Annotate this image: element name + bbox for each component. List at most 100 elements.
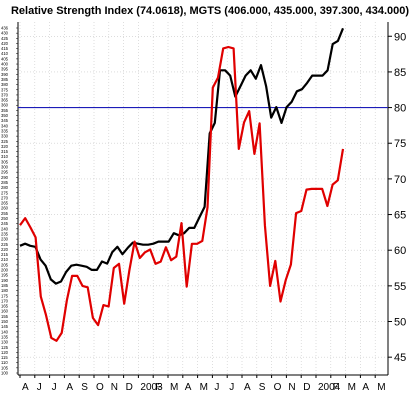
price-tick-label: 230 (1, 237, 9, 242)
x-tick-label: A (362, 382, 369, 393)
price-tick-label: 220 (1, 247, 9, 252)
x-tick-label: 2003 (140, 382, 163, 393)
price-tick-label: 245 (1, 221, 9, 226)
price-tick-label: 285 (1, 180, 9, 185)
x-tick-label: F (333, 382, 339, 393)
price-tick-label: 310 (1, 154, 9, 159)
price-tick-label: 385 (1, 77, 9, 82)
price-tick-label: 210 (1, 257, 9, 262)
price-tick-label: 100 (1, 371, 9, 376)
price-tick-label: 265 (1, 201, 9, 206)
x-tick-label: A (66, 382, 73, 393)
price-tick-label: 290 (1, 175, 9, 180)
price-tick-label: 315 (1, 149, 9, 154)
price-tick-label: 380 (1, 82, 9, 87)
rsi-tick-label: 60 (394, 245, 406, 257)
price-tick-label: 325 (1, 139, 9, 144)
rsi-series-line (19, 45, 345, 342)
x-tick-label: A (22, 382, 29, 393)
price-tick-label: 355 (1, 108, 9, 113)
x-tick-label: O (96, 382, 104, 393)
x-tick-label: S (259, 382, 266, 393)
price-tick-label: 185 (1, 283, 9, 288)
x-tick-label: D (303, 382, 310, 393)
price-tick-label: 410 (1, 51, 9, 56)
price-tick-label: 180 (1, 288, 9, 293)
price-tick-label: 140 (1, 329, 9, 334)
rsi-tick-label: 65 (394, 210, 406, 222)
price-tick-label: 330 (1, 134, 9, 139)
x-tick-label: A (244, 382, 251, 393)
price-tick-label: 105 (1, 365, 9, 370)
price-tick-label: 345 (1, 118, 9, 123)
price-tick-label: 125 (1, 345, 9, 350)
rsi-tick-label: 90 (394, 31, 406, 43)
price-tick-label: 365 (1, 98, 9, 103)
price-tick-label: 120 (1, 350, 9, 355)
price-tick-label: 225 (1, 242, 9, 247)
x-tick-label: M (377, 382, 385, 393)
price-tick-label: 195 (1, 273, 9, 278)
price-tick-label: 390 (1, 72, 9, 77)
price-tick-label: 145 (1, 324, 9, 329)
price-tick-label: 130 (1, 340, 9, 345)
price-tick-label: 275 (1, 190, 9, 195)
price-tick-label: 240 (1, 226, 9, 231)
price-tick-label: 215 (1, 252, 9, 257)
price-tick-label: 335 (1, 128, 9, 133)
x-tick-label: J (229, 382, 234, 393)
price-tick-label: 370 (1, 92, 9, 97)
rsi-tick-label: 45 (394, 352, 406, 364)
price-tick-label: 425 (1, 36, 9, 41)
rsi-tick-label: 70 (394, 174, 406, 186)
x-tick-label: 2004 (318, 382, 341, 393)
price-tick-label: 405 (1, 56, 9, 61)
price-tick-label: 400 (1, 62, 9, 67)
price-tick-label: 436 (1, 26, 9, 31)
x-tick-label: D (126, 382, 133, 393)
price-tick-label: 340 (1, 123, 9, 128)
rsi-tick-label: 85 (394, 67, 406, 79)
price-tick-label: 375 (1, 87, 9, 92)
rsi-tick-label: 80 (394, 103, 406, 115)
price-tick-label: 110 (1, 360, 8, 365)
price-tick-label: 420 (1, 41, 9, 46)
price-tick-label: 280 (1, 185, 9, 190)
price-tick-label: 170 (1, 298, 9, 303)
price-tick-label: 155 (1, 314, 9, 319)
x-tick-label: J (52, 382, 57, 393)
x-tick-label: J (214, 382, 219, 393)
price-tick-label: 115 (1, 355, 8, 360)
rsi-tick-label: 75 (394, 138, 406, 150)
price-tick-label: 260 (1, 206, 9, 211)
price-tick-label: 165 (1, 304, 9, 309)
price-tick-label: 190 (1, 278, 9, 283)
price-tick-label: 235 (1, 231, 9, 236)
price-tick-label: 250 (1, 216, 9, 221)
x-tick-label: M (200, 382, 208, 393)
chart-title: Relative Strength Index (74.0618), MGTS … (11, 5, 409, 17)
price-tick-label: 350 (1, 113, 9, 118)
price-tick-label: 300 (1, 165, 9, 170)
price-tick-label: 430 (1, 31, 9, 36)
price-tick-label: 305 (1, 159, 9, 164)
price-tick-label: 160 (1, 309, 9, 314)
price-tick-label: 205 (1, 262, 9, 267)
price-tick-label: 200 (1, 268, 9, 273)
x-tick-label: N (111, 382, 118, 393)
x-tick-label: O (274, 382, 282, 393)
x-tick-label: M (170, 382, 178, 393)
rsi-tick-label: 55 (394, 281, 406, 293)
rsi-axis-ticks: 90 85 80 75 70 65 60 55 50 45 (388, 31, 406, 364)
price-tick-label: 360 (1, 103, 9, 108)
price-tick-label: 135 (1, 334, 9, 339)
x-tick-label: F (155, 382, 161, 393)
price-tick-label: 295 (1, 170, 9, 175)
x-tick-label: M (348, 382, 356, 393)
price-tick-label: 175 (1, 293, 9, 298)
price-tick-label: 255 (1, 211, 9, 216)
price-tick-label: 415 (1, 46, 9, 51)
